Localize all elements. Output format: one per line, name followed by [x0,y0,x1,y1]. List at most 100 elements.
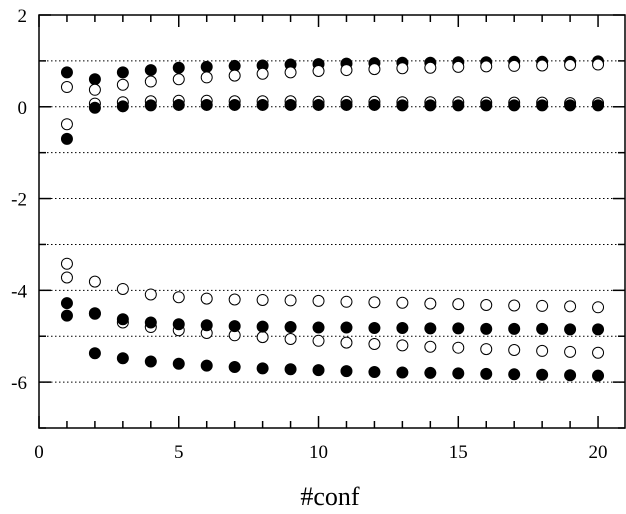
filled-point [284,98,297,111]
filled-point [144,316,157,329]
filled-point [60,297,73,310]
open-point [592,58,605,71]
filled-point [60,132,73,145]
open-point [368,338,381,351]
y-tick-label: 0 [18,98,28,119]
filled-point [228,360,241,373]
filled-point [256,320,269,333]
filled-point [200,359,213,372]
filled-point [88,347,101,360]
grid-lines [39,60,626,383]
open-point [228,69,241,82]
filled-point [564,369,577,382]
open-point [480,60,493,73]
filled-point [88,101,101,114]
open-point [480,299,493,312]
filled-point [536,322,549,335]
open-point [228,293,241,306]
open-point [536,59,549,72]
open-point [312,334,325,347]
filled-point [480,99,493,112]
filled-point [88,73,101,86]
filled-point [172,318,185,331]
open-point [60,257,73,270]
filled-point [172,98,185,111]
open-point [424,340,437,353]
open-point [396,339,409,352]
open-point [256,67,269,80]
open-point [312,294,325,307]
axis-ticks [38,14,625,429]
y-tick-label: -4 [11,281,27,302]
open-point [592,346,605,359]
open-point [116,78,129,91]
filled-point [312,321,325,334]
filled-point [200,60,213,73]
open-point [284,332,297,345]
open-point [424,297,437,310]
open-point [340,295,353,308]
filled-point [116,313,129,326]
open-point [116,282,129,295]
x-tick-label: 10 [309,442,328,463]
open-point [592,301,605,314]
filled-point [480,367,493,380]
filled-point [256,98,269,111]
filled-point [452,367,465,380]
filled-point [592,99,605,112]
filled-point [116,66,129,79]
data-points [60,55,605,382]
open-point [144,75,157,88]
filled-point [228,320,241,333]
filled-point [88,307,101,320]
open-point [200,71,213,84]
filled-point [564,99,577,112]
filled-point [340,321,353,334]
filled-point [256,362,269,375]
x-tick-label: 5 [174,442,184,463]
open-point [60,271,73,284]
open-point [312,64,325,77]
open-point [480,343,493,356]
open-point [536,299,549,312]
filled-point [452,99,465,112]
filled-point [424,322,437,335]
open-point [172,73,185,86]
x-tick-label: 15 [449,442,468,463]
filled-point [172,357,185,370]
open-point [256,331,269,344]
filled-point [508,322,521,335]
open-point [508,299,521,312]
open-point [256,293,269,306]
open-point [508,343,521,356]
filled-point [396,321,409,334]
open-point [452,60,465,73]
filled-point [592,323,605,336]
filled-point [200,98,213,111]
open-point [200,292,213,305]
filled-point [144,355,157,368]
filled-point [452,322,465,335]
open-point [60,118,73,131]
open-point [564,345,577,358]
y-tick-label: -6 [11,373,27,394]
filled-point [340,365,353,378]
x-tick-labels: 0 5 10 15 20 [34,442,607,463]
open-point [340,64,353,77]
filled-point [508,368,521,381]
filled-point [312,98,325,111]
filled-point [340,98,353,111]
filled-point [144,99,157,112]
open-point [284,66,297,79]
open-point [340,336,353,349]
plot-frame [38,14,626,429]
x-tick-label: 20 [589,442,608,463]
open-point [396,62,409,75]
open-point [60,81,73,94]
filled-point [396,99,409,112]
y-tick-label: 2 [18,6,28,27]
filled-point [284,363,297,376]
open-point [284,294,297,307]
open-point [88,83,101,96]
